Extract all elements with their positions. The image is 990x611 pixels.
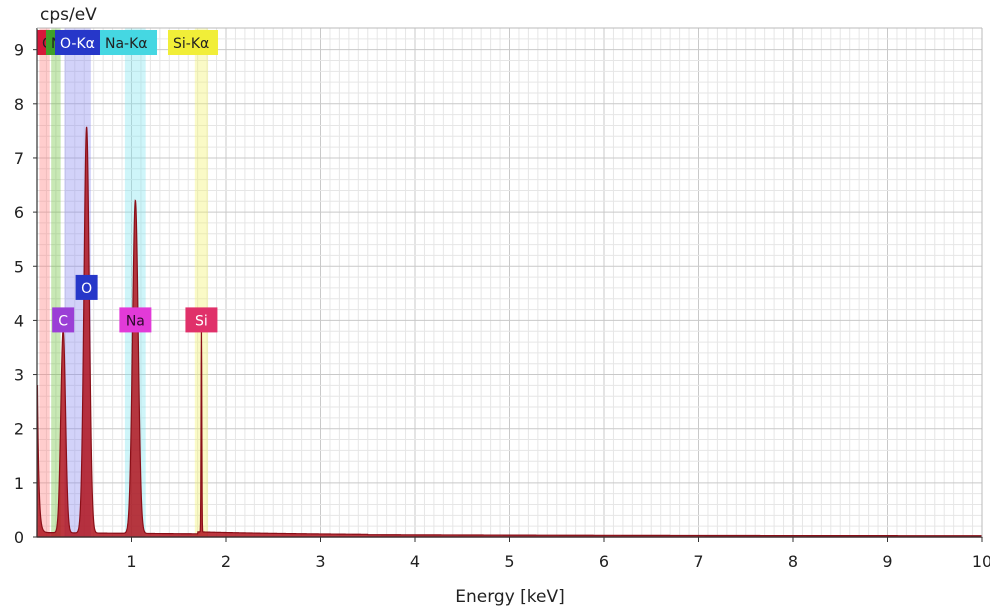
band-labels: CNO-Kα Na-Kα Si-Kα [37, 30, 218, 55]
band-nk [51, 28, 61, 537]
peak-labels: CO Na Si [52, 274, 218, 333]
peak-label-si: Si [195, 313, 208, 329]
peak-label-box-si [185, 307, 218, 333]
element-line-bands [39, 28, 209, 537]
tick-labels: 1 2 3 4 5 6 7 8 9 10 0 1 2 3 4 5 6 7 8 9 [14, 41, 990, 571]
y-tick-label: 6 [14, 203, 24, 222]
band-sik [194, 28, 209, 537]
x-tick-label: 1 [126, 552, 136, 571]
y-axis-label: cps/eV [40, 5, 97, 25]
x-tick-label: 3 [315, 552, 325, 571]
peak-label-box-o [75, 274, 98, 300]
peak-label-na: Na [126, 313, 145, 329]
x-tick-label: 8 [788, 552, 798, 571]
y-tick-label: 5 [14, 257, 24, 276]
y-tick-label: 0 [14, 528, 24, 547]
band-label-ok: O-Kα [60, 36, 95, 52]
band-ck [39, 28, 50, 537]
band-label-box-2 [55, 30, 100, 55]
x-axis-label: Energy [keV] [455, 587, 565, 607]
y-tick-label: 4 [14, 311, 24, 330]
peak-label-box-na [119, 307, 152, 333]
y-tick-label: 8 [14, 95, 24, 114]
x-tick-label: 9 [882, 552, 892, 571]
band-label-nak: Na-Kα [105, 36, 148, 52]
x-tick-label: 5 [504, 552, 514, 571]
x-tick-label: 2 [221, 552, 231, 571]
x-tick-label: 7 [693, 552, 703, 571]
x-tick-label: 10 [972, 552, 990, 571]
peak-label-o: O [81, 281, 92, 297]
band-label-nk: N [51, 36, 61, 52]
band-label-ck: C [42, 36, 52, 52]
x-tick-label: 4 [410, 552, 420, 571]
peak-label-c: C [58, 313, 68, 329]
grid-lines [36, 27, 983, 538]
band-label-box-1 [46, 30, 55, 55]
band-label-box-3 [100, 30, 157, 55]
band-label-box-0 [37, 30, 46, 55]
spectrum-series [36, 126, 983, 538]
y-tick-label: 9 [14, 41, 24, 60]
y-tick-label: 7 [14, 149, 24, 168]
band-label-box-4 [168, 30, 218, 55]
spectrum-area [36, 126, 983, 538]
peak-label-box-c [52, 307, 75, 333]
y-tick-label: 3 [14, 366, 24, 385]
y-tick-label: 1 [14, 474, 24, 493]
x-tick-label: 6 [599, 552, 609, 571]
y-tick-label: 2 [14, 420, 24, 439]
band-label-sik: Si-Kα [173, 36, 209, 52]
